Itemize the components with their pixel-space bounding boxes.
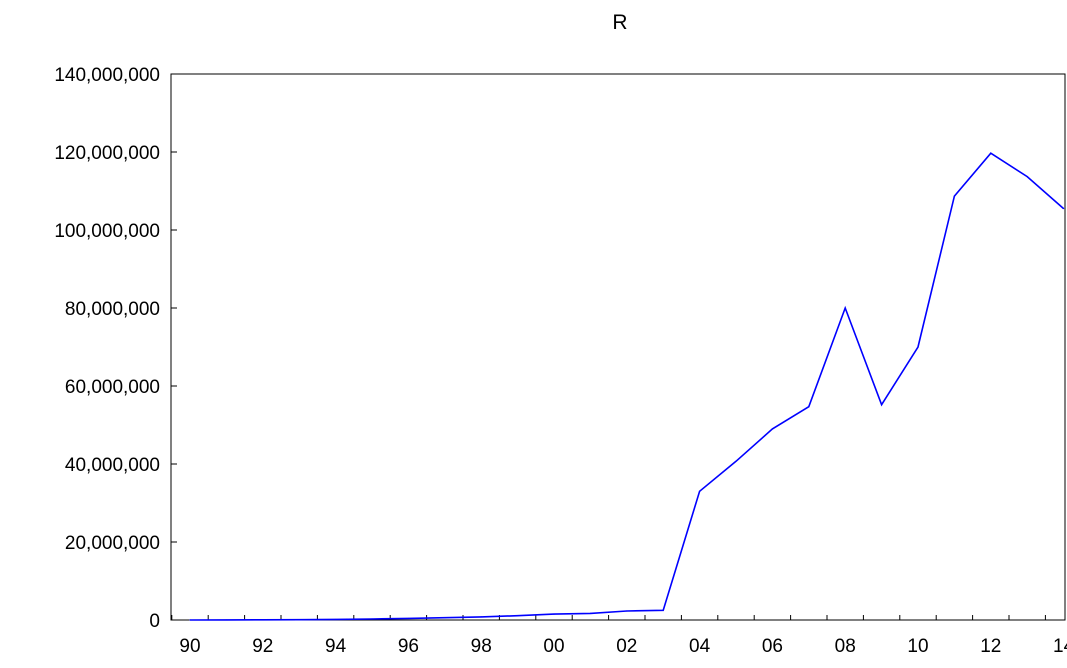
data-point (626, 610, 628, 612)
data-point (844, 307, 846, 309)
y-tick-label: 40,000,000 (65, 455, 160, 476)
data-point (808, 406, 810, 408)
data-point (1063, 207, 1065, 210)
x-tick-label: 00 (543, 636, 564, 657)
y-tick-label: 120,000,000 (54, 143, 160, 164)
x-tick-label: 12 (980, 636, 1001, 657)
data-point (407, 617, 409, 620)
y-tick-label: 60,000,000 (65, 377, 160, 398)
data-point (189, 619, 191, 621)
chart-title: R (612, 11, 627, 34)
data-point (371, 618, 373, 620)
data-point (699, 490, 701, 492)
x-tick-label: 08 (835, 636, 856, 657)
x-tick-label: 94 (325, 636, 347, 657)
x-tick-label: 98 (471, 636, 492, 657)
data-point (990, 152, 992, 154)
plot-frame (170, 73, 1066, 621)
data-point (335, 618, 337, 621)
data-point (589, 612, 592, 614)
y-tick-label: 100,000,000 (54, 221, 160, 242)
data-point (917, 346, 919, 348)
y-tick-label: 80,000,000 (65, 299, 160, 320)
data-point (225, 619, 227, 621)
data-point (553, 613, 555, 615)
x-tick-label: 04 (689, 636, 711, 657)
x-tick-label: 06 (762, 636, 783, 657)
data-point (662, 609, 664, 611)
series-line (189, 152, 1065, 621)
x-tick-label: 02 (616, 636, 637, 657)
data-point (262, 619, 264, 621)
y-tick-label: 140,000,000 (54, 65, 160, 86)
x-tick-label: 92 (252, 636, 273, 657)
data-point (1026, 175, 1028, 178)
data-point (517, 615, 519, 617)
y-tick-label: 0 (149, 611, 160, 632)
data-point (771, 428, 774, 430)
data-point (735, 460, 737, 462)
x-tick-label: 10 (907, 636, 928, 657)
x-tick-label: 14 (1053, 636, 1067, 657)
data-point (480, 616, 482, 618)
x-tick-label: 90 (179, 636, 200, 657)
data-point (953, 195, 956, 197)
y-tick-label: 20,000,000 (65, 533, 160, 554)
data-point (298, 619, 300, 621)
data-point (881, 404, 883, 406)
x-tick-label: 96 (398, 636, 419, 657)
data-point (444, 617, 446, 619)
